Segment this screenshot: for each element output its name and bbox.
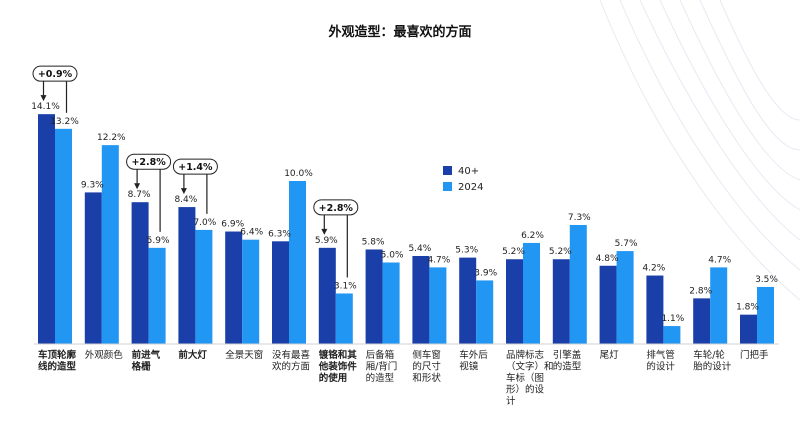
bar-2024 — [523, 242, 540, 344]
category-label: 车顶轮廓线的造型 — [38, 349, 77, 373]
value-label-40plus: 8.4% — [174, 195, 197, 205]
category-label: 前进气格栅 — [132, 349, 161, 373]
bar-40plus — [84, 192, 102, 344]
value-label-40plus: 2.8% — [689, 286, 712, 296]
value-label-40plus: 8.7% — [128, 190, 151, 200]
bar-2024 — [429, 267, 447, 344]
category-label: 后备箱厢/背门的造型 — [366, 349, 398, 384]
bar-40plus — [412, 255, 430, 344]
bar-40plus — [131, 202, 149, 344]
change-annotation: +2.8% — [126, 153, 172, 232]
bar-40plus — [318, 247, 336, 344]
category-label: 前大灯 — [178, 349, 207, 361]
change-annotation-text: +2.8% — [319, 203, 354, 214]
category-label: 尾灯 — [600, 350, 620, 361]
bar-40plus — [225, 231, 243, 344]
value-label-2024: 7.0% — [193, 218, 216, 228]
value-label-2024: 5.9% — [147, 236, 170, 246]
value-label-2024: 4.7% — [708, 255, 731, 265]
value-label-2024: 3.9% — [474, 268, 497, 278]
value-label-40plus: 5.4% — [408, 244, 431, 254]
category-label: 外观颜色 — [85, 349, 124, 361]
value-labels: 14.1%13.2%9.3%12.2%8.7%5.9%8.4%7.0% 6.9%6… — [31, 102, 778, 324]
value-label-2024: 7.3% — [568, 213, 591, 223]
category-label: 车外后视镜 — [459, 349, 488, 373]
bar-2024 — [663, 326, 681, 344]
value-label-40plus: 5.8% — [362, 237, 385, 247]
value-label-40plus: 5.2% — [502, 247, 525, 257]
bar-2024 — [242, 239, 260, 344]
change-annotation-text: +2.8% — [131, 157, 166, 168]
bar-40plus — [599, 265, 617, 344]
bar-2024 — [101, 145, 119, 344]
category-label: 品牌标志（文字）和车标（图形）的设计 — [506, 349, 554, 407]
value-label-40plus: 4.8% — [596, 254, 619, 264]
bar-2024 — [476, 280, 494, 344]
legend: 40+ 2024 — [443, 166, 483, 193]
value-label-40plus: 5.3% — [455, 246, 478, 256]
bar-2024 — [616, 251, 634, 344]
value-label-2024: 12.2% — [97, 133, 126, 143]
bar-40plus — [272, 241, 289, 344]
value-label-40plus: 9.3% — [81, 180, 104, 190]
change-annotation: +1.4% — [172, 158, 218, 214]
category-label: 镀铬和其他装饰件的使用 — [318, 349, 358, 384]
bar-40plus — [740, 314, 757, 344]
chart-title: 外观造型：最喜欢的方面 — [328, 25, 472, 40]
value-label-40plus: 5.9% — [315, 236, 338, 246]
category-label: 引擎盖的造型 — [553, 349, 582, 373]
change-annotation-text: +0.9% — [38, 69, 73, 80]
bar-40plus — [693, 298, 711, 344]
legend-swatch — [443, 166, 452, 175]
category-label: 车轮/轮胎的设计 — [693, 349, 732, 373]
value-label-2024: 3.5% — [755, 275, 778, 285]
bar-40plus — [38, 114, 55, 344]
bar-40plus — [552, 259, 570, 344]
legend-label: 40+ — [458, 166, 479, 177]
category-label: 没有最喜欢的方面 — [272, 349, 311, 373]
category-label: 排气管的设计 — [646, 349, 675, 373]
value-label-40plus: 4.2% — [642, 264, 665, 274]
bar-2024 — [289, 181, 306, 344]
bar-40plus — [178, 207, 196, 344]
bar-40plus — [506, 259, 523, 344]
legend-swatch — [443, 182, 452, 191]
value-label-2024: 4.7% — [427, 255, 450, 265]
change-annotations: +0.9% +2.8% +1.4% +2.8% — [32, 65, 359, 278]
change-annotation: +0.9% — [32, 65, 78, 113]
value-label-2024: 5.0% — [381, 251, 404, 261]
bar-2024 — [382, 262, 400, 344]
bar-2024 — [195, 229, 213, 344]
value-label-2024: 5.7% — [615, 239, 638, 249]
value-label-40plus: 1.8% — [736, 303, 759, 313]
bar-2024 — [569, 225, 587, 344]
change-annotation: +2.8% — [313, 199, 359, 278]
category-label: 门把手 — [740, 349, 769, 361]
category-label: 全景天窗 — [225, 349, 263, 361]
bar-40plus — [365, 249, 383, 344]
bar-40plus — [459, 257, 477, 344]
value-label-2024: 3.1% — [334, 281, 357, 291]
value-label-40plus: 14.1% — [31, 102, 60, 112]
category-label: 侧车窗的尺寸和形状 — [412, 349, 441, 384]
bar-2024 — [55, 128, 72, 344]
bar-2024 — [148, 247, 166, 344]
value-label-40plus: 6.9% — [221, 220, 244, 230]
bar-40plus — [646, 275, 664, 344]
value-label-2024: 10.0% — [284, 169, 313, 179]
bar-2024 — [757, 286, 774, 344]
legend-label: 2024 — [458, 182, 483, 193]
bar-2024 — [335, 293, 353, 344]
value-label-40plus: 5.2% — [549, 247, 572, 257]
value-label-2024: 6.4% — [240, 228, 263, 238]
bars — [34, 114, 779, 345]
value-label-2024: 13.2% — [50, 117, 79, 127]
bar-2024 — [710, 267, 728, 344]
value-label-2024: 6.2% — [521, 231, 544, 241]
value-label-40plus: 6.3% — [268, 229, 291, 239]
value-label-2024: 1.1% — [661, 314, 684, 324]
change-annotation-text: +1.4% — [178, 162, 213, 173]
